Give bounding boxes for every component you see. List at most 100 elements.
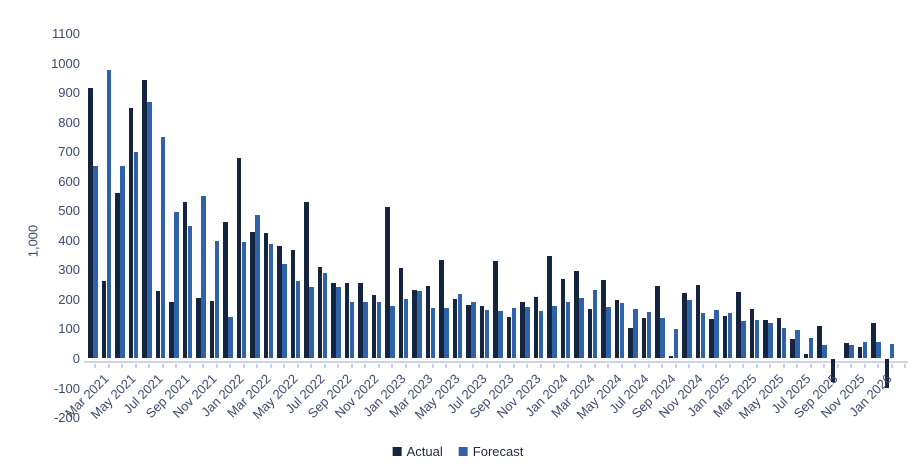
bar-forecast[interactable] xyxy=(228,316,233,359)
bar-actual[interactable] xyxy=(547,255,552,359)
bar-forecast[interactable] xyxy=(781,327,786,359)
bar-actual[interactable] xyxy=(344,282,349,359)
bar-actual[interactable] xyxy=(506,316,511,359)
bar-actual[interactable] xyxy=(209,300,214,359)
bar-actual[interactable] xyxy=(371,294,376,359)
bar-actual[interactable] xyxy=(709,318,714,359)
bar-forecast[interactable] xyxy=(336,286,341,359)
bar-forecast[interactable] xyxy=(484,310,489,359)
bar-forecast[interactable] xyxy=(822,345,827,359)
bar-forecast[interactable] xyxy=(700,312,705,359)
bar-forecast[interactable] xyxy=(106,69,111,359)
bar-forecast[interactable] xyxy=(619,303,624,359)
bar-actual[interactable] xyxy=(317,267,322,359)
bar-forecast[interactable] xyxy=(241,242,246,359)
bar-actual[interactable] xyxy=(142,79,147,359)
bar-actual[interactable] xyxy=(88,88,93,359)
bar-forecast[interactable] xyxy=(525,306,530,359)
bar-actual[interactable] xyxy=(628,327,633,359)
bar-forecast[interactable] xyxy=(862,341,867,359)
bar-actual[interactable] xyxy=(641,318,646,359)
bar-actual[interactable] xyxy=(385,207,390,359)
bar-actual[interactable] xyxy=(331,283,336,359)
bar-actual[interactable] xyxy=(452,299,457,359)
bar-actual[interactable] xyxy=(749,308,754,359)
bar-forecast[interactable] xyxy=(147,102,152,359)
bar-forecast[interactable] xyxy=(768,323,773,359)
bar-forecast[interactable] xyxy=(565,302,570,359)
bar-actual[interactable] xyxy=(466,305,471,359)
bar-forecast[interactable] xyxy=(376,301,381,359)
bar-actual[interactable] xyxy=(304,202,309,359)
bar-forecast[interactable] xyxy=(160,137,165,359)
bar-actual[interactable] xyxy=(520,302,525,359)
bar-actual[interactable] xyxy=(560,279,565,359)
bar-actual[interactable] xyxy=(668,356,673,359)
bar-actual[interactable] xyxy=(682,293,687,359)
bar-actual[interactable] xyxy=(425,286,430,359)
bar-forecast[interactable] xyxy=(646,312,651,359)
bar-actual[interactable] xyxy=(277,245,282,359)
bar-forecast[interactable] xyxy=(417,290,422,359)
bar-actual[interactable] xyxy=(263,233,268,359)
bar-actual[interactable] xyxy=(182,201,187,359)
bar-actual[interactable] xyxy=(250,231,255,359)
bar-forecast[interactable] xyxy=(687,300,692,359)
bar-actual[interactable] xyxy=(196,298,201,359)
bar-actual[interactable] xyxy=(884,358,889,389)
bar-actual[interactable] xyxy=(155,290,160,359)
bar-actual[interactable] xyxy=(655,285,660,359)
bar-forecast[interactable] xyxy=(390,305,395,359)
bar-forecast[interactable] xyxy=(309,286,314,359)
bar-actual[interactable] xyxy=(830,358,835,382)
bar-forecast[interactable] xyxy=(606,307,611,359)
bar-forecast[interactable] xyxy=(133,151,138,359)
bar-forecast[interactable] xyxy=(552,305,557,359)
bar-forecast[interactable] xyxy=(714,310,719,359)
bar-forecast[interactable] xyxy=(511,307,516,359)
bar-forecast[interactable] xyxy=(93,166,98,359)
bar-actual[interactable] xyxy=(128,107,133,359)
bar-actual[interactable] xyxy=(439,260,444,359)
bar-forecast[interactable] xyxy=(498,310,503,359)
bar-forecast[interactable] xyxy=(727,313,732,359)
legend-item-forecast[interactable]: Forecast xyxy=(458,444,523,459)
bar-actual[interactable] xyxy=(169,302,174,359)
bar-forecast[interactable] xyxy=(673,329,678,359)
bar-actual[interactable] xyxy=(763,320,768,359)
bar-actual[interactable] xyxy=(587,308,592,359)
bar-actual[interactable] xyxy=(479,305,484,359)
legend-item-actual[interactable]: Actual xyxy=(392,444,443,459)
bar-actual[interactable] xyxy=(412,289,417,359)
bar-forecast[interactable] xyxy=(660,317,665,359)
bar-forecast[interactable] xyxy=(120,166,125,359)
bar-forecast[interactable] xyxy=(633,308,638,359)
bar-actual[interactable] xyxy=(223,221,228,359)
bar-actual[interactable] xyxy=(790,339,795,359)
bar-actual[interactable] xyxy=(803,354,808,359)
bar-forecast[interactable] xyxy=(349,302,354,359)
bar-forecast[interactable] xyxy=(282,264,287,359)
bar-forecast[interactable] xyxy=(876,341,881,359)
bar-actual[interactable] xyxy=(817,325,822,359)
bar-forecast[interactable] xyxy=(457,293,462,359)
bar-forecast[interactable] xyxy=(363,302,368,359)
bar-forecast[interactable] xyxy=(592,289,597,359)
bar-actual[interactable] xyxy=(871,322,876,359)
bar-forecast[interactable] xyxy=(403,299,408,359)
bar-forecast[interactable] xyxy=(430,308,435,359)
bar-actual[interactable] xyxy=(290,250,295,359)
bar-forecast[interactable] xyxy=(174,211,179,359)
bar-forecast[interactable] xyxy=(471,301,476,359)
bar-actual[interactable] xyxy=(722,315,727,359)
bar-forecast[interactable] xyxy=(741,320,746,359)
bar-actual[interactable] xyxy=(844,343,849,359)
bar-actual[interactable] xyxy=(695,284,700,359)
bar-actual[interactable] xyxy=(614,299,619,359)
bar-actual[interactable] xyxy=(358,282,363,359)
bar-forecast[interactable] xyxy=(201,195,206,359)
bar-forecast[interactable] xyxy=(754,320,759,359)
bar-forecast[interactable] xyxy=(322,272,327,359)
bar-forecast[interactable] xyxy=(444,307,449,359)
bar-forecast[interactable] xyxy=(849,345,854,359)
